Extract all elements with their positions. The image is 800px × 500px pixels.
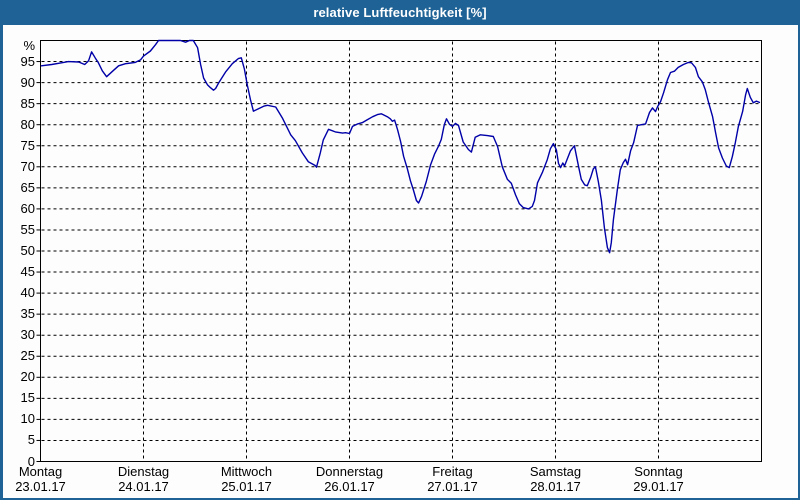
x-day-label: Mittwoch 25.01.17 bbox=[195, 464, 299, 494]
humidity-line bbox=[40, 39, 761, 254]
y-tick-label: 50 bbox=[20, 243, 35, 258]
y-tick-label: 15 bbox=[20, 390, 35, 406]
y-tick-label: 80 bbox=[20, 116, 35, 132]
y-tick-label: 30 bbox=[20, 327, 35, 343]
y-tick-label: 65 bbox=[20, 179, 35, 195]
x-day-date: 27.01.17 bbox=[427, 479, 478, 494]
plot-frame bbox=[40, 40, 762, 462]
x-day-name: Samstag bbox=[529, 464, 582, 479]
chart-title: relative Luftfeuchtigkeit [%] bbox=[313, 5, 487, 20]
window-titlebar: relative Luftfeuchtigkeit [%] bbox=[0, 0, 800, 25]
x-day-date: 28.01.17 bbox=[530, 479, 581, 494]
y-tick-label: 35 bbox=[20, 306, 35, 322]
y-tick-label: 95 bbox=[20, 53, 35, 69]
x-day-name: Donnerstag bbox=[315, 464, 384, 479]
x-day-date: 24.01.17 bbox=[118, 479, 169, 494]
y-tick-label: 85 bbox=[20, 95, 35, 111]
x-day-date: 25.01.17 bbox=[221, 479, 272, 494]
x-day-date: 29.01.17 bbox=[633, 479, 684, 494]
y-tick-label: 5 bbox=[27, 432, 35, 448]
x-day-name: Sonntag bbox=[634, 464, 683, 479]
x-day-name: Montag bbox=[18, 464, 63, 479]
x-day-name: Freitag bbox=[432, 464, 473, 479]
y-tick-label: 10 bbox=[20, 411, 35, 427]
y-axis-unit-label: % bbox=[23, 38, 35, 53]
y-tick-label: 45 bbox=[20, 264, 35, 280]
y-tick-label: 90 bbox=[20, 74, 35, 90]
y-tick-label: 0 bbox=[27, 453, 35, 469]
x-day-label: Freitag 27.01.17 bbox=[401, 464, 505, 494]
window-border-bottom bbox=[0, 498, 800, 500]
y-tick-label: 60 bbox=[20, 200, 35, 216]
y-tick-label: 40 bbox=[20, 285, 35, 301]
y-tick-label: 55 bbox=[20, 221, 35, 237]
x-day-label: Donnerstag 26.01.17 bbox=[298, 464, 402, 494]
x-day-label: Samstag 28.01.17 bbox=[504, 464, 608, 494]
window-border-left bbox=[0, 25, 3, 500]
x-day-date: 23.01.17 bbox=[15, 479, 66, 494]
x-day-name: Dienstag bbox=[117, 464, 170, 479]
x-day-date: 26.01.17 bbox=[324, 479, 375, 494]
x-day-name: Mittwoch bbox=[220, 464, 273, 479]
y-tick-label: 70 bbox=[20, 158, 35, 174]
y-tick-label: 25 bbox=[20, 348, 35, 364]
x-day-label: Montag 23.01.17 bbox=[0, 464, 93, 494]
x-day-label: Sonntag 29.01.17 bbox=[607, 464, 711, 494]
y-tick-label: 75 bbox=[20, 137, 35, 153]
x-day-label: Dienstag 24.01.17 bbox=[92, 464, 196, 494]
window-border-right bbox=[798, 25, 800, 500]
y-tick-label: 20 bbox=[20, 369, 35, 385]
